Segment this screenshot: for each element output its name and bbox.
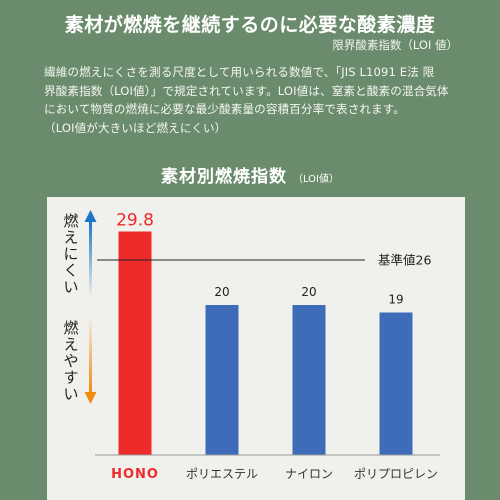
label-hard-to-burn: に [63, 245, 78, 263]
arrow-down-shaft [89, 316, 92, 394]
bar-ポリプロピレン [379, 312, 413, 455]
arrow-up-icon [84, 210, 97, 222]
category-label: ナイロン [285, 467, 333, 481]
label-hard-to-burn: い [63, 278, 78, 296]
page-title: 素材が燃焼を継続するのに必要な酸素濃度 [64, 14, 436, 36]
arrow-down-icon [84, 392, 97, 404]
label-easy-to-burn: え [63, 336, 78, 354]
data-label: 19 [388, 293, 403, 307]
label-hard-to-burn: 燃 [63, 212, 78, 230]
label-easy-to-burn: い [63, 385, 78, 403]
page-subtitle: 限界酸素指数（LOI 値） [332, 38, 458, 52]
label-easy-to-burn: 燃 [63, 319, 78, 337]
bar-HONO [118, 231, 152, 455]
category-label: ポリエステル [186, 467, 258, 481]
description: 繊維の燃えにくさを測る尺度として用いられる数値で、「JIS L1091 E法 限… [44, 63, 464, 137]
description-line: 繊維の燃えにくさを測る尺度として用いられる数値で、「JIS L1091 E法 限 [44, 65, 435, 79]
data-label: 20 [214, 285, 229, 299]
chart-title: 素材別燃焼指数 [160, 167, 287, 187]
bar-ナイロン [292, 305, 326, 455]
description-line: 界酸素指数（LOI値）」で規定されています。LOI値は、窒素と酸素の混合気体 [44, 83, 449, 98]
category-label: HONO [111, 467, 159, 482]
data-label: 20 [301, 285, 316, 299]
label-hard-to-burn: く [63, 262, 78, 280]
reference-line-label: 基準値26 [378, 253, 431, 268]
data-label: 29.8 [116, 211, 154, 231]
description-line: において物質の燃焼に必要な最少酸素量の容積百分率で表されます。 [44, 102, 406, 116]
label-easy-to-burn: や [63, 352, 78, 370]
arrow-up-shaft [89, 220, 92, 298]
description-line: （LOI値が大きいほど燃えにくい） [44, 120, 227, 135]
chart-unit: （LOI値） [292, 174, 340, 185]
label-easy-to-burn: す [63, 369, 78, 387]
chart-heading: 素材別燃焼指数 （LOI値） [0, 162, 500, 187]
label-hard-to-burn: え [63, 229, 78, 247]
bar-ポリエステル [205, 305, 239, 455]
category-label: ポリプロピレン [354, 467, 438, 481]
